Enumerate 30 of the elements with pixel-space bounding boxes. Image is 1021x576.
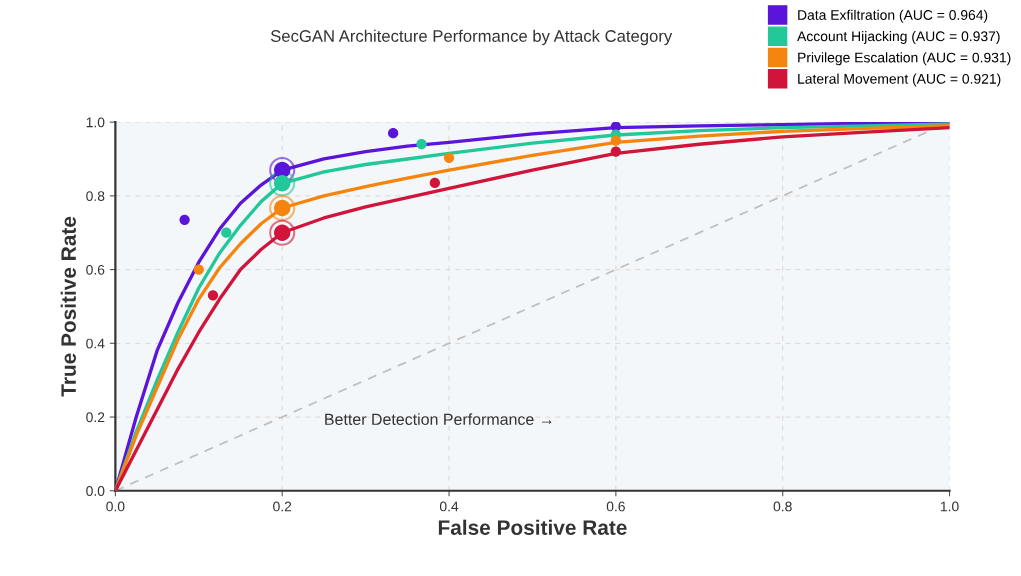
point — [221, 227, 232, 238]
y-tick-label: 0.0 — [86, 486, 105, 496]
point — [388, 128, 399, 139]
legend-label: Lateral Movement (AUC = 0.921) — [798, 73, 1001, 87]
y-tick-label: 0.4 — [86, 338, 105, 349]
legend-label: Privilege Escalation (AUC = 0.931) — [798, 52, 1011, 66]
point — [429, 177, 441, 189]
annotation: Better Detection Performance → — [325, 413, 552, 425]
point — [193, 264, 204, 275]
point — [416, 139, 427, 150]
legend-label: Account Hijacking (AUC = 0.937) — [797, 31, 1000, 44]
y-axis-title: True Positive Rate — [60, 216, 76, 397]
legend-label: Data Exfiltration (AUC = 0.964) — [798, 9, 988, 23]
point — [610, 146, 622, 157]
chart-title: SecGAN Architecture Performance by Attack Category — [270, 29, 673, 46]
point — [443, 152, 455, 164]
y-tick-label: 0.2 — [86, 412, 105, 423]
x-tick-label: 0.4 — [439, 501, 459, 512]
point — [207, 290, 219, 301]
y-tick-label: 0.8 — [86, 191, 105, 202]
x-tick-label: 0.6 — [606, 501, 625, 512]
point — [610, 135, 622, 146]
x-tick-label: 0.2 — [273, 501, 292, 512]
point — [179, 214, 190, 225]
x-tick-label: 0.8 — [773, 501, 792, 512]
y-tick-label: 0.6 — [86, 264, 105, 275]
x-tick-label: 0.0 — [106, 501, 125, 512]
y-tick-label: 1.0 — [86, 117, 105, 128]
x-tick-label: 1.0 — [940, 501, 959, 512]
x-axis-title: False Positive Rate — [438, 519, 627, 535]
